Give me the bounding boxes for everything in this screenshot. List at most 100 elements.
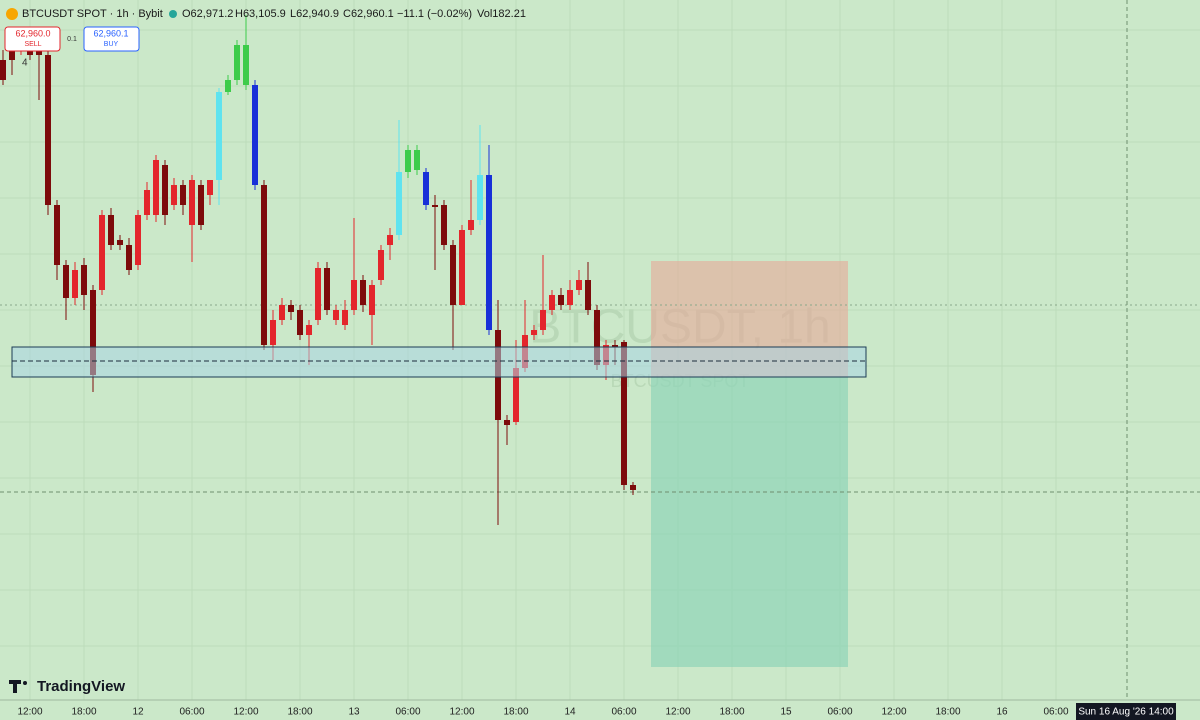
candle-body: [333, 310, 339, 320]
x-tick-label: 12:00: [17, 707, 42, 718]
sell-price[interactable]: 62,960.0: [15, 28, 50, 38]
candle-body: [252, 85, 258, 185]
candle-body: [306, 325, 312, 335]
x-tick-label: 15: [780, 707, 792, 718]
candle-body: [207, 180, 213, 195]
buy-button[interactable]: [83, 26, 140, 52]
candle-body: [117, 240, 123, 245]
candle-body: [45, 55, 51, 205]
candle-body: [90, 290, 96, 375]
candle-body: [504, 420, 510, 425]
candle-body: [576, 280, 582, 290]
candle-body: [162, 165, 168, 215]
sell-button[interactable]: [4, 26, 61, 52]
x-tick-label: 12: [132, 707, 144, 718]
candle-body: [351, 280, 357, 310]
candle-body: [54, 205, 60, 265]
candle-body: [288, 305, 294, 312]
candle-body: [396, 172, 402, 235]
candle-body: [405, 150, 411, 172]
ohlc-close: C62,960.1: [343, 8, 394, 20]
candle-body: [342, 310, 348, 325]
buy-price[interactable]: 62,960.1: [93, 28, 128, 38]
quantity[interactable]: 0.1: [67, 36, 77, 43]
candle-body: [531, 330, 537, 335]
candle-body: [387, 235, 393, 245]
symbol-icon: [6, 8, 18, 20]
candle-body: [270, 320, 276, 345]
candle-body: [567, 290, 573, 305]
candle-body: [486, 175, 492, 330]
candle-body: [153, 160, 159, 215]
candle-body: [198, 185, 204, 225]
indicator-count[interactable]: 4: [22, 58, 28, 69]
candle-body: [234, 45, 240, 80]
x-tick-label: 06:00: [827, 707, 852, 718]
candle-body: [0, 60, 6, 80]
candle-body: [171, 185, 177, 205]
brand-name: TradingView: [37, 678, 125, 695]
candle-body: [72, 270, 78, 298]
brand-icon: [23, 681, 27, 685]
candle-body: [630, 485, 636, 490]
x-tick-label: 14: [564, 707, 576, 718]
candle-body: [135, 215, 141, 265]
candle-body: [180, 185, 186, 205]
candle-body: [144, 190, 150, 215]
ohlc-open: O62,971.2: [182, 8, 233, 20]
candle-body: [612, 345, 618, 347]
x-tick-label: 16: [996, 707, 1008, 718]
candle-body: [63, 265, 69, 298]
x-tick-label: 13: [348, 707, 360, 718]
candle-body: [432, 205, 438, 207]
candle-body: [450, 245, 456, 305]
sell-label[interactable]: SELL: [24, 41, 41, 48]
candle-body: [297, 310, 303, 335]
x-tick-label: 18:00: [71, 707, 96, 718]
x-tick-label: 18:00: [935, 707, 960, 718]
candle-body: [126, 245, 132, 270]
x-tick-label: 18:00: [719, 707, 744, 718]
brand-icon: [13, 680, 17, 693]
crosshair-label: Sun 16 Aug '26 14:00: [1078, 707, 1174, 718]
candle-body: [216, 92, 222, 180]
candle-body: [549, 295, 555, 310]
candle-body: [360, 280, 366, 305]
candle-body: [459, 230, 465, 305]
x-tick-label: 12:00: [449, 707, 474, 718]
candle-body: [414, 150, 420, 170]
volume: Vol182.21: [477, 8, 526, 20]
candle-body: [9, 45, 15, 60]
buy-label[interactable]: BUY: [104, 41, 119, 48]
candle-body: [441, 205, 447, 245]
candle-body: [261, 185, 267, 345]
candle-body: [378, 250, 384, 280]
x-tick-label: 12:00: [665, 707, 690, 718]
candle-body: [513, 368, 519, 422]
candle-body: [423, 172, 429, 205]
ohlc-change: −11.1 (−0.02%): [397, 8, 472, 20]
support-zone[interactable]: [11, 346, 867, 378]
candle-body: [558, 295, 564, 305]
ohlc-high: H63,105.9: [235, 8, 286, 20]
x-tick-label: 06:00: [1043, 707, 1068, 718]
candle-body: [279, 305, 285, 320]
candle-body: [324, 268, 330, 310]
x-tick-label: 12:00: [881, 707, 906, 718]
x-axis-labels: 12:00 18:00 12 06:00 12:00 18:00 13 06:00 12:00 1…: [17, 707, 1068, 718]
x-tick-label: 06:00: [611, 707, 636, 718]
candle-body: [594, 310, 600, 365]
crosshair-label-box: [1076, 703, 1176, 720]
candle-body: [81, 265, 87, 295]
candle-body: [315, 268, 321, 320]
x-tick-label: 18:00: [503, 707, 528, 718]
candle-body: [585, 280, 591, 310]
target-zone[interactable]: [651, 377, 848, 667]
x-tick-label: 06:00: [179, 707, 204, 718]
candle-body: [243, 45, 249, 85]
ohlc-low: L62,940.9: [290, 8, 339, 20]
candle-body: [540, 310, 546, 330]
symbol[interactable]: BTCUSDT SPOT · 1h · Bybit: [22, 8, 163, 20]
candle-body: [621, 342, 627, 485]
